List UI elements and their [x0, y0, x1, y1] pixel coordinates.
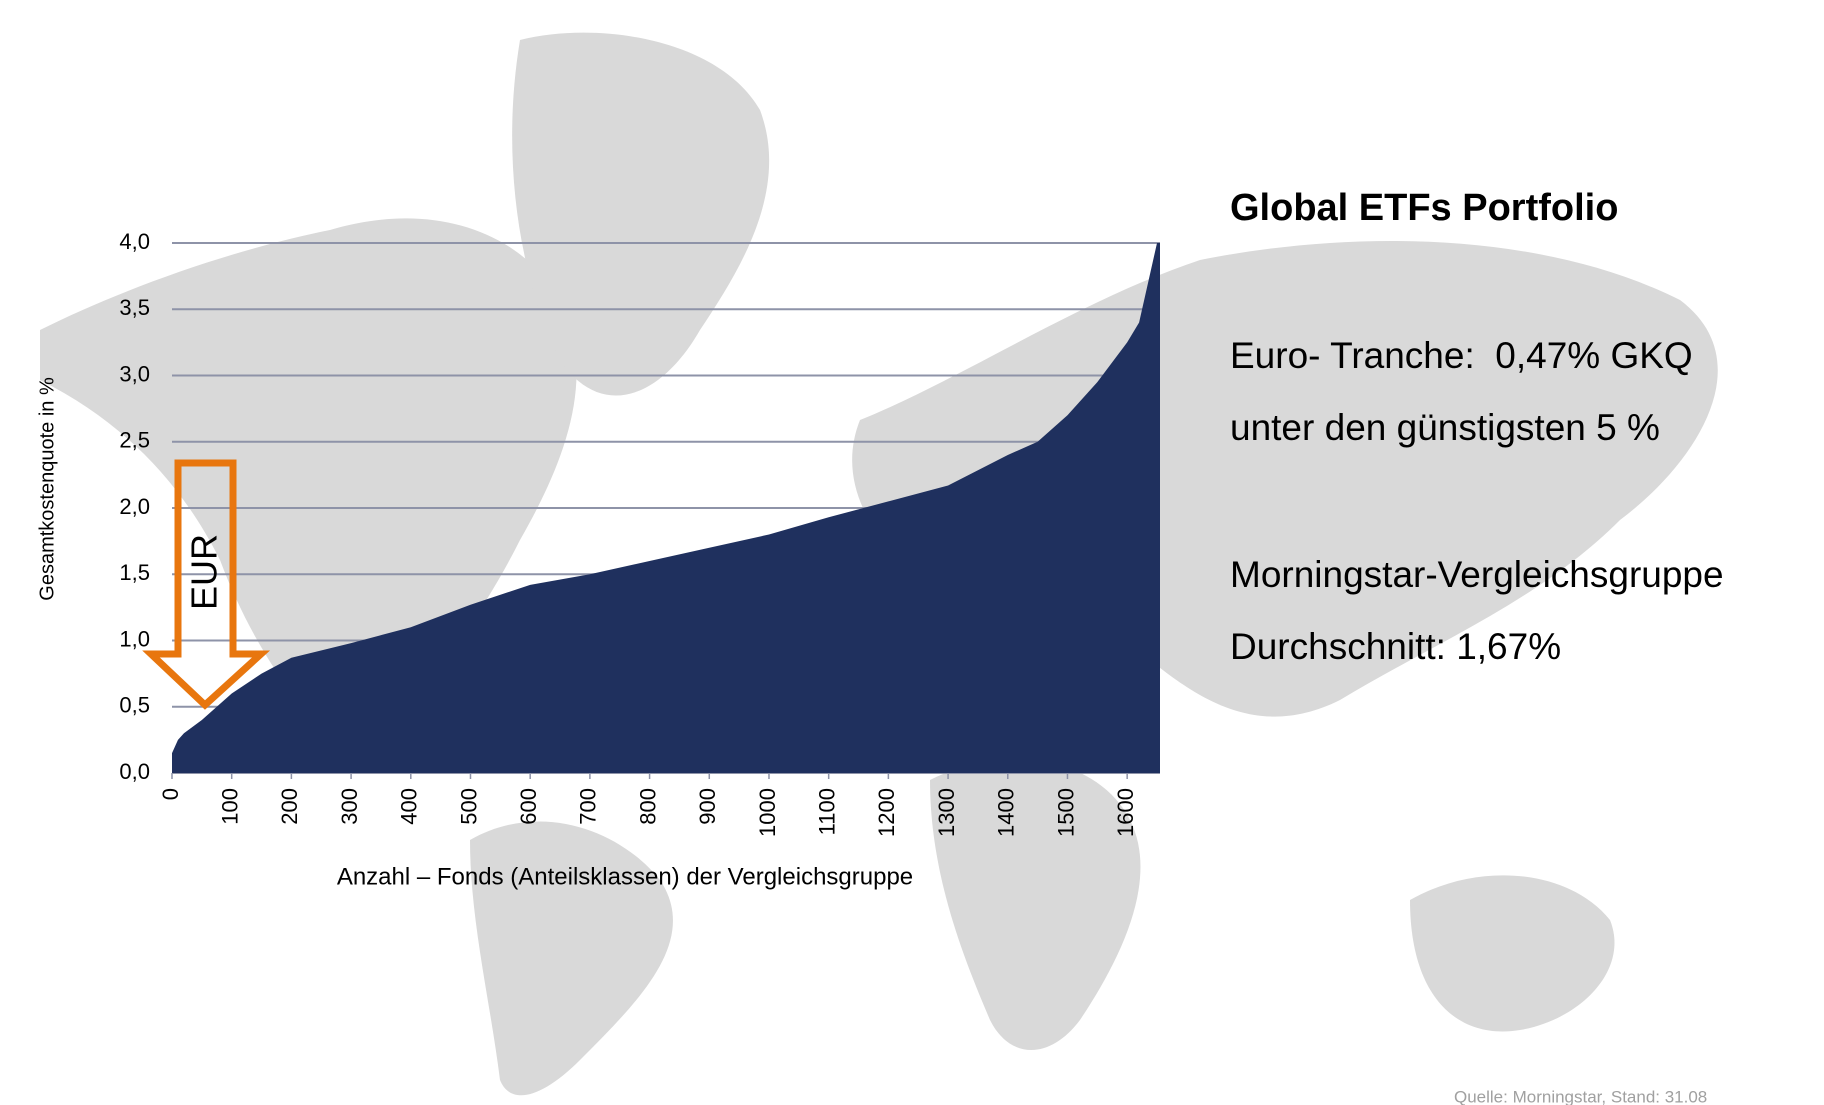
annotation: unter den günstigsten 5 % [1230, 407, 1660, 448]
y-tick-label: 2,5 [119, 428, 150, 453]
annotation: Euro- Tranche: 0,47% GKQ [1230, 335, 1693, 376]
africa [930, 759, 1141, 1050]
x-tick-label: 1500 [1053, 788, 1078, 837]
x-tick-label: 200 [277, 788, 302, 825]
x-tick-label: 1200 [874, 788, 899, 837]
x-tick-label: 100 [218, 788, 243, 825]
plot: 0,0 0,5 1,0 1,5 2,0 2,5 3,0 3,5 4,0 0 100 200 300 400… [119, 229, 1160, 837]
y-tick-label: 4,0 [119, 229, 150, 254]
x-tick-label: 800 [635, 788, 660, 825]
annotation: Morningstar-Vergleichsgruppe [1230, 554, 1724, 595]
y-tick-label: 2,0 [119, 494, 150, 519]
panel-title: Global ETFs Portfolio [1230, 187, 1618, 229]
x-tick-label: 1000 [755, 788, 780, 837]
arrow-annotation: EUR [142, 459, 271, 710]
x-tick-label: 0 [158, 788, 183, 800]
x-axis-label: Anzahl – Fonds (Anteilsklassen) der Verg… [337, 863, 913, 890]
y-tick-label: 1,5 [119, 560, 150, 585]
x-tick-label: 300 [337, 788, 362, 825]
arrow-label: EUR [184, 534, 225, 610]
greenland [512, 32, 770, 396]
x-tick-label: 600 [516, 788, 541, 825]
x-tick-label: 1300 [934, 788, 959, 837]
y-tick-label: 0,5 [119, 693, 150, 718]
source: Quelle: Morningstar, Stand: 31.08 [1454, 1087, 1707, 1105]
arrow [142, 459, 271, 710]
area [172, 243, 1160, 773]
x-tick-label: 700 [576, 788, 601, 825]
y-axis-label: Gesamtkostenquote in % [36, 377, 58, 601]
x-tick-label: 1600 [1113, 788, 1138, 837]
y-tick-label: 0,0 [119, 759, 150, 784]
south-america [470, 821, 673, 1096]
y-tick-label: 1,0 [119, 626, 150, 651]
australia [1410, 875, 1615, 1032]
annotation: Durchschnitt: 1,67% [1230, 626, 1561, 667]
y-tick-label: 3,5 [119, 295, 150, 320]
x-tick-label: 1400 [994, 788, 1019, 837]
x-tick-label: 1100 [814, 788, 839, 835]
y-tick-label: 3,0 [119, 361, 150, 386]
x-tick-label: 500 [456, 788, 481, 825]
x-tick-label: 400 [397, 788, 422, 825]
x-tick-label: 900 [695, 788, 720, 825]
